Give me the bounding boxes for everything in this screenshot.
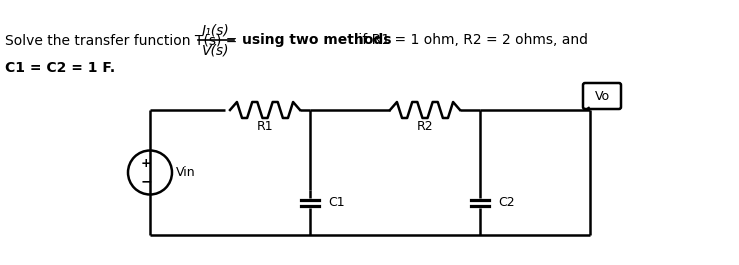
Text: C1: C1 xyxy=(328,197,344,210)
Text: I₁(s): I₁(s) xyxy=(202,23,230,37)
Text: C1 = C2 = 1 F.: C1 = C2 = 1 F. xyxy=(5,61,115,75)
Text: if R1 = 1 ohm, R2 = 2 ohms, and: if R1 = 1 ohm, R2 = 2 ohms, and xyxy=(354,33,588,47)
Text: R2: R2 xyxy=(417,120,433,132)
Text: using two methods: using two methods xyxy=(242,33,392,47)
Text: Vo: Vo xyxy=(594,90,610,103)
Text: Solve the transfer function T(s) =: Solve the transfer function T(s) = xyxy=(5,33,242,47)
FancyBboxPatch shape xyxy=(583,83,621,109)
Text: C2: C2 xyxy=(498,197,514,210)
Text: −: − xyxy=(140,174,151,188)
Text: V(s): V(s) xyxy=(202,43,230,57)
Text: +: + xyxy=(140,157,151,170)
Text: Vin: Vin xyxy=(176,166,196,179)
Text: R1: R1 xyxy=(256,120,273,132)
